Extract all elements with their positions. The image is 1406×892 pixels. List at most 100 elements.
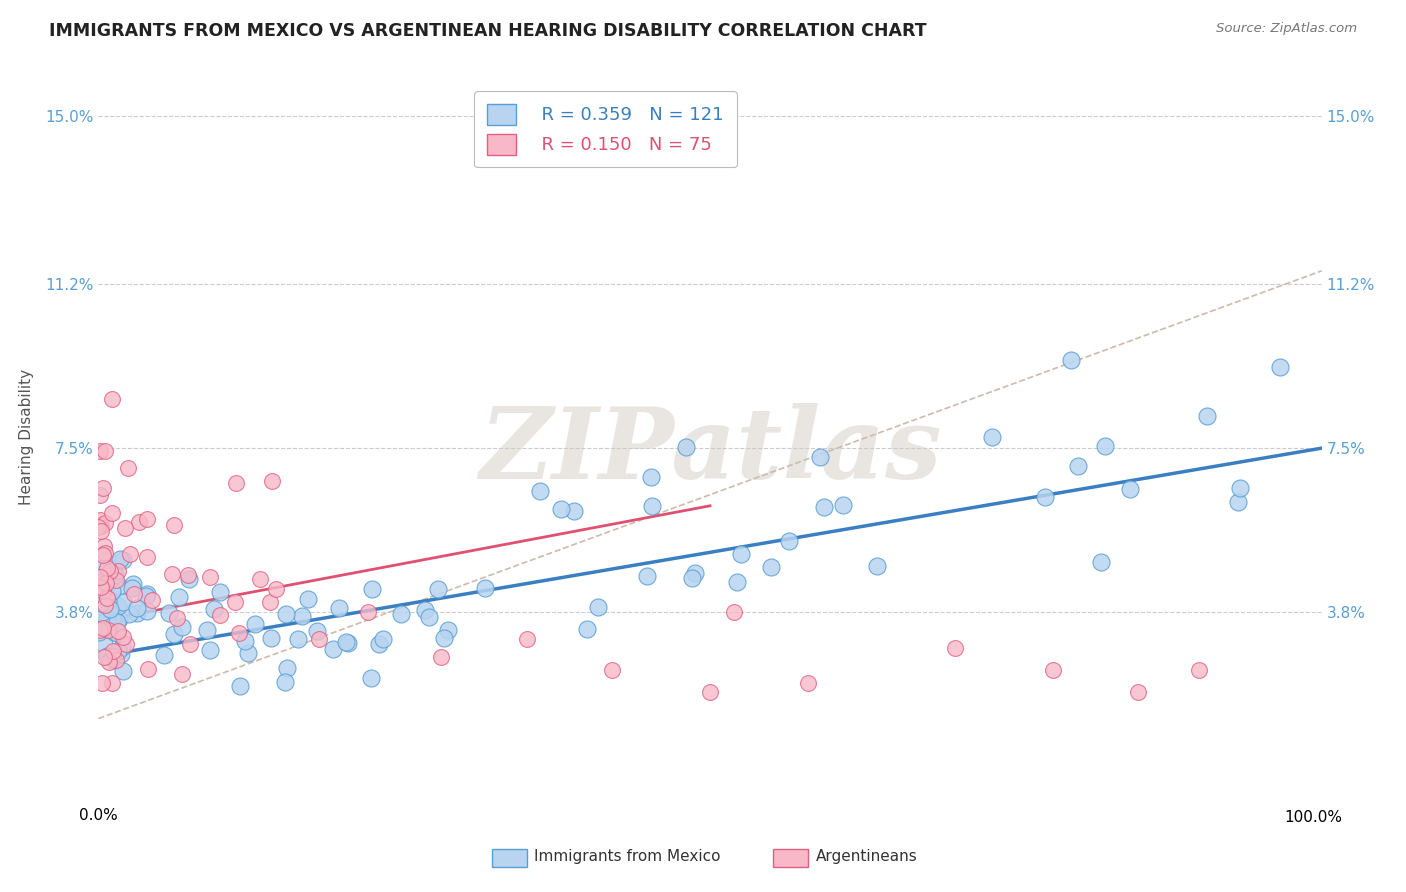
Point — [360, 672, 382, 686]
Point — [89, 603, 111, 617]
Point — [730, 547, 752, 561]
Point — [93, 546, 115, 560]
Point — [87, 594, 110, 608]
Point — [97, 606, 120, 620]
Point — [136, 604, 159, 618]
Point — [94, 516, 117, 530]
Point — [264, 582, 287, 596]
Point — [127, 606, 149, 620]
Point — [274, 675, 297, 690]
Point — [229, 679, 252, 693]
Point — [307, 624, 329, 638]
Point — [1229, 481, 1251, 495]
Point — [94, 444, 117, 458]
Point — [89, 588, 111, 602]
Point — [1060, 352, 1083, 367]
Point — [170, 667, 193, 681]
Point — [725, 575, 748, 590]
Point — [208, 608, 231, 623]
Point — [529, 484, 551, 499]
Point — [675, 440, 697, 454]
Point — [336, 636, 359, 650]
Point — [1042, 663, 1064, 677]
Point — [1227, 495, 1250, 509]
Point — [118, 547, 141, 561]
Point — [640, 470, 662, 484]
Point — [136, 587, 159, 601]
Point — [430, 649, 453, 664]
Point — [93, 573, 115, 587]
Point — [89, 580, 111, 594]
Point — [170, 619, 193, 633]
Point — [287, 632, 309, 647]
Point — [93, 650, 115, 665]
Point — [328, 600, 350, 615]
Point — [550, 502, 572, 516]
Point — [262, 474, 284, 488]
Text: IMMIGRANTS FROM MEXICO VS ARGENTINEAN HEARING DISABILITY CORRELATION CHART: IMMIGRANTS FROM MEXICO VS ARGENTINEAN HE… — [49, 22, 927, 40]
Point — [562, 504, 585, 518]
Point — [169, 591, 191, 605]
Point — [101, 644, 124, 658]
Point — [356, 605, 378, 619]
Point — [103, 598, 125, 612]
Point — [97, 594, 120, 608]
Point — [107, 624, 129, 638]
Point — [96, 575, 118, 590]
Point — [105, 556, 128, 570]
Point — [778, 534, 800, 549]
Point — [943, 640, 966, 655]
Point — [179, 637, 201, 651]
Point — [103, 610, 125, 624]
Point — [121, 582, 143, 596]
Point — [163, 518, 186, 533]
Legend:   R = 0.359   N = 121,   R = 0.150   N = 75: R = 0.359 N = 121, R = 0.150 N = 75 — [474, 91, 737, 168]
Point — [1128, 685, 1150, 699]
Point — [128, 515, 150, 529]
Point — [238, 647, 260, 661]
Point — [260, 632, 283, 646]
Point — [111, 640, 134, 654]
Point — [1197, 409, 1219, 424]
Point — [91, 588, 114, 602]
Point — [87, 520, 110, 534]
Point — [91, 621, 114, 635]
Point — [276, 661, 298, 675]
Point — [389, 607, 412, 622]
Point — [413, 603, 436, 617]
Point — [90, 596, 112, 610]
Point — [97, 591, 120, 606]
Point — [93, 566, 115, 581]
Point — [515, 632, 537, 646]
Point — [177, 568, 200, 582]
Point — [110, 647, 132, 661]
Text: 100.0%: 100.0% — [1285, 810, 1343, 825]
Point — [245, 617, 267, 632]
Point — [105, 652, 128, 666]
Point — [87, 569, 110, 583]
Point — [600, 663, 623, 677]
Point — [135, 589, 157, 603]
Point — [90, 519, 112, 533]
Point — [107, 565, 129, 579]
Point — [474, 581, 496, 595]
Point — [101, 392, 124, 406]
Point — [636, 568, 658, 582]
Point — [90, 580, 112, 594]
Point — [107, 612, 129, 626]
Y-axis label: Hearing Disability: Hearing Disability — [20, 369, 34, 505]
Point — [96, 561, 118, 575]
Point — [100, 612, 122, 626]
Point — [93, 539, 115, 553]
Point — [90, 577, 112, 591]
Point — [87, 518, 110, 533]
Point — [160, 566, 183, 581]
Point — [94, 599, 117, 613]
Point — [576, 622, 599, 636]
Text: Immigrants from Mexico: Immigrants from Mexico — [534, 849, 721, 863]
Point — [114, 521, 136, 535]
Point — [100, 585, 122, 599]
Point — [90, 615, 112, 629]
Point — [91, 549, 114, 563]
Point — [98, 655, 121, 669]
